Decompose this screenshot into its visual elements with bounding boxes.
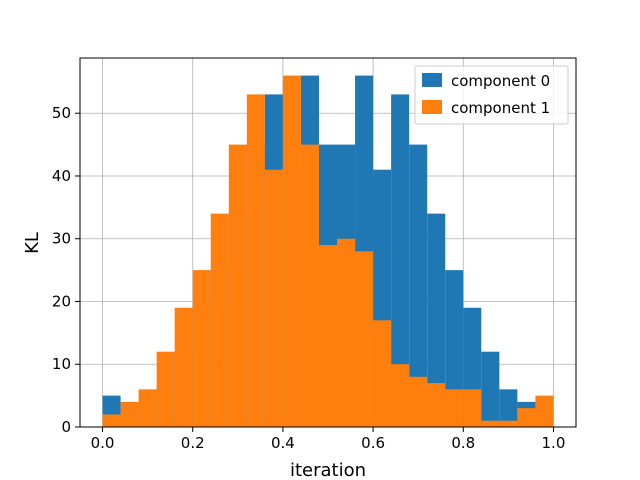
bar-component-1 xyxy=(246,94,265,428)
legend-label-component-0: component 0 xyxy=(451,72,550,90)
y-tick-label: 10 xyxy=(52,355,71,373)
bar-component-1 xyxy=(463,389,482,427)
bar-component-1 xyxy=(210,213,229,427)
x-tick-label: 1.0 xyxy=(542,434,566,452)
x-tick-label: 0.0 xyxy=(91,434,115,452)
bar-component-1 xyxy=(300,144,319,427)
y-tick-label: 50 xyxy=(52,104,71,122)
bar-component-1 xyxy=(391,364,410,427)
y-tick-label: 0 xyxy=(61,418,71,436)
bar-component-0 xyxy=(427,213,446,427)
legend-swatch-component-1 xyxy=(422,100,442,114)
ticks: 0.0 0.2 0.4 0.6 0.8 1.0 0 10 20 30 40 50 xyxy=(52,104,565,452)
x-tick-label: 0.4 xyxy=(271,434,295,452)
bars xyxy=(102,75,554,428)
x-tick-label: 0.2 xyxy=(181,434,205,452)
bar-component-1 xyxy=(174,307,193,427)
bar-component-1 xyxy=(517,408,536,427)
bar-component-1 xyxy=(120,401,139,427)
bar-component-1 xyxy=(337,238,356,427)
legend-swatch-component-0 xyxy=(422,73,442,87)
bar-component-1 xyxy=(445,389,464,427)
bar-component-0 xyxy=(499,389,518,427)
legend-label-component-1: component 1 xyxy=(451,99,550,117)
y-tick-label: 20 xyxy=(52,292,71,310)
bar-component-1 xyxy=(102,414,121,427)
bar-component-1 xyxy=(138,389,157,427)
bar-component-1 xyxy=(409,376,428,427)
bar-component-1 xyxy=(355,251,374,427)
bar-component-0 xyxy=(391,94,410,428)
y-tick-label: 30 xyxy=(52,230,71,248)
bar-component-1 xyxy=(373,320,392,427)
legend: component 0 component 1 xyxy=(414,65,569,125)
y-tick-label: 40 xyxy=(52,167,71,185)
x-axis-label: iteration xyxy=(290,460,366,480)
bar-component-1 xyxy=(318,245,338,427)
bar-component-0 xyxy=(481,351,500,427)
bar-component-1 xyxy=(192,270,211,427)
bar-component-1 xyxy=(264,169,283,427)
bar-component-1 xyxy=(282,75,301,428)
legend-box xyxy=(414,65,569,125)
bar-component-0 xyxy=(409,144,428,427)
bar-component-1 xyxy=(228,144,247,427)
bar-component-0 xyxy=(445,270,464,427)
x-tick-label: 0.8 xyxy=(451,434,475,452)
plot-frame xyxy=(79,57,577,428)
bar-component-1 xyxy=(481,420,500,427)
x-tick-label: 0.6 xyxy=(361,434,385,452)
bar-component-1 xyxy=(427,383,446,427)
bar-component-1 xyxy=(156,351,175,427)
bar-component-1 xyxy=(535,395,554,427)
y-axis-label: KL xyxy=(22,232,43,254)
bar-component-1 xyxy=(499,420,518,427)
